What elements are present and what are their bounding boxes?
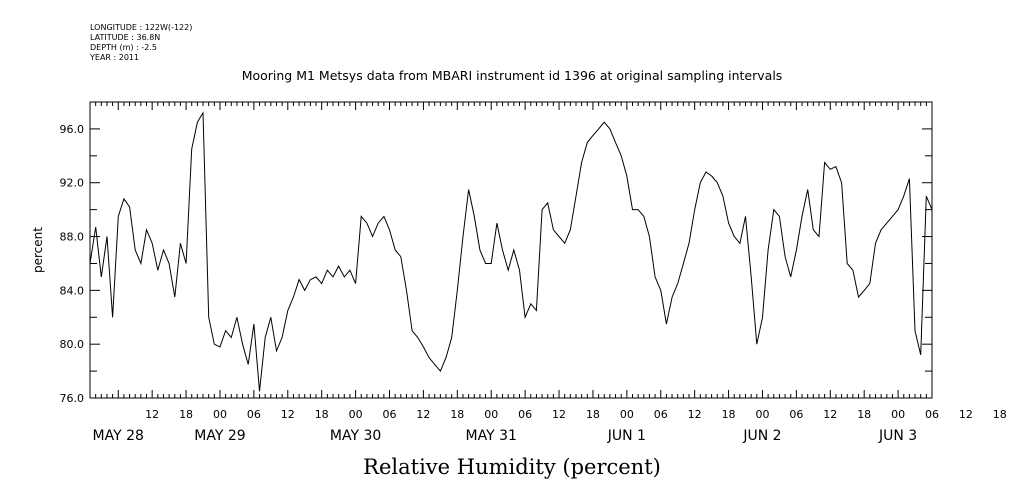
x-hour-label: 06 [247, 408, 261, 421]
x-hour-label: 18 [722, 408, 736, 421]
x-day-label: JUN 2 [742, 428, 781, 444]
x-hour-label: 18 [586, 408, 600, 421]
y-tick-label: 96.0 [60, 123, 85, 136]
x-hour-label: 06 [789, 408, 803, 421]
x-hour-label: 12 [823, 408, 837, 421]
y-axis-label: percent [31, 227, 45, 273]
y-tick-label: 88.0 [60, 231, 85, 244]
y-tick-label: 92.0 [60, 177, 85, 190]
x-day-label: MAY 29 [194, 428, 245, 444]
meta-depth: DEPTH (m) : -2.5 [90, 43, 157, 52]
x-hour-label: 18 [315, 408, 329, 421]
x-hour-label: 00 [755, 408, 769, 421]
x-day-label: JUN 3 [878, 428, 917, 444]
x-hour-label: 18 [857, 408, 871, 421]
x-hour-label: 00 [213, 408, 227, 421]
y-tick-label: 76.0 [60, 392, 85, 405]
meta-year: YEAR : 2011 [89, 53, 139, 62]
x-hour-label: 12 [688, 408, 702, 421]
x-day-label: MAY 31 [466, 428, 517, 444]
meta-latitude: LATITUDE : 36.8N [90, 33, 160, 42]
x-hour-label: 06 [383, 408, 397, 421]
x-day-label: MAY 28 [93, 428, 144, 444]
x-hour-label: 18 [450, 408, 464, 421]
x-hour-label: 00 [891, 408, 905, 421]
x-hour-label: 12 [281, 408, 295, 421]
x-axis-label: Relative Humidity (percent) [363, 455, 661, 479]
x-hour-label: 12 [959, 408, 973, 421]
x-hour-label: 12 [145, 408, 159, 421]
chart-title: Mooring M1 Metsys data from MBARI instru… [242, 68, 783, 83]
x-day-label: MAY 30 [330, 428, 381, 444]
x-hour-label: 12 [416, 408, 430, 421]
series-line [89, 111, 933, 392]
x-hour-label: 00 [484, 408, 498, 421]
x-axis: 12 18 00 06 12 18 00 06 12 18 00 06 12 18 00 06 12 18 00 06… [89, 102, 1007, 444]
plot-frame [89, 101, 933, 399]
x-day-label: JUN 1 [607, 428, 646, 444]
x-hour-label: 06 [654, 408, 668, 421]
meta-longitude: LONGITUDE : 122W(-122) [90, 23, 192, 32]
x-hour-label: 06 [518, 408, 532, 421]
x-hour-label: 00 [349, 408, 363, 421]
x-hour-label: 18 [179, 408, 193, 421]
y-tick-label: 84.0 [60, 284, 85, 297]
x-hour-label: 12 [552, 408, 566, 421]
x-hour-label: 18 [993, 408, 1007, 421]
y-axis: 76.0 80.0 84.0 88.0 92.0 96.0 [60, 123, 932, 405]
y-tick-label: 80.0 [60, 338, 85, 351]
x-hour-label: 00 [620, 408, 634, 421]
x-hour-label: 06 [925, 408, 939, 421]
